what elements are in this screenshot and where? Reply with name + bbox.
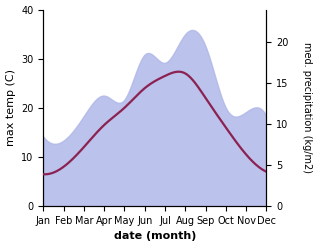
- Y-axis label: max temp (C): max temp (C): [5, 69, 16, 146]
- Y-axis label: med. precipitation (kg/m2): med. precipitation (kg/m2): [302, 42, 313, 173]
- X-axis label: date (month): date (month): [114, 231, 196, 242]
